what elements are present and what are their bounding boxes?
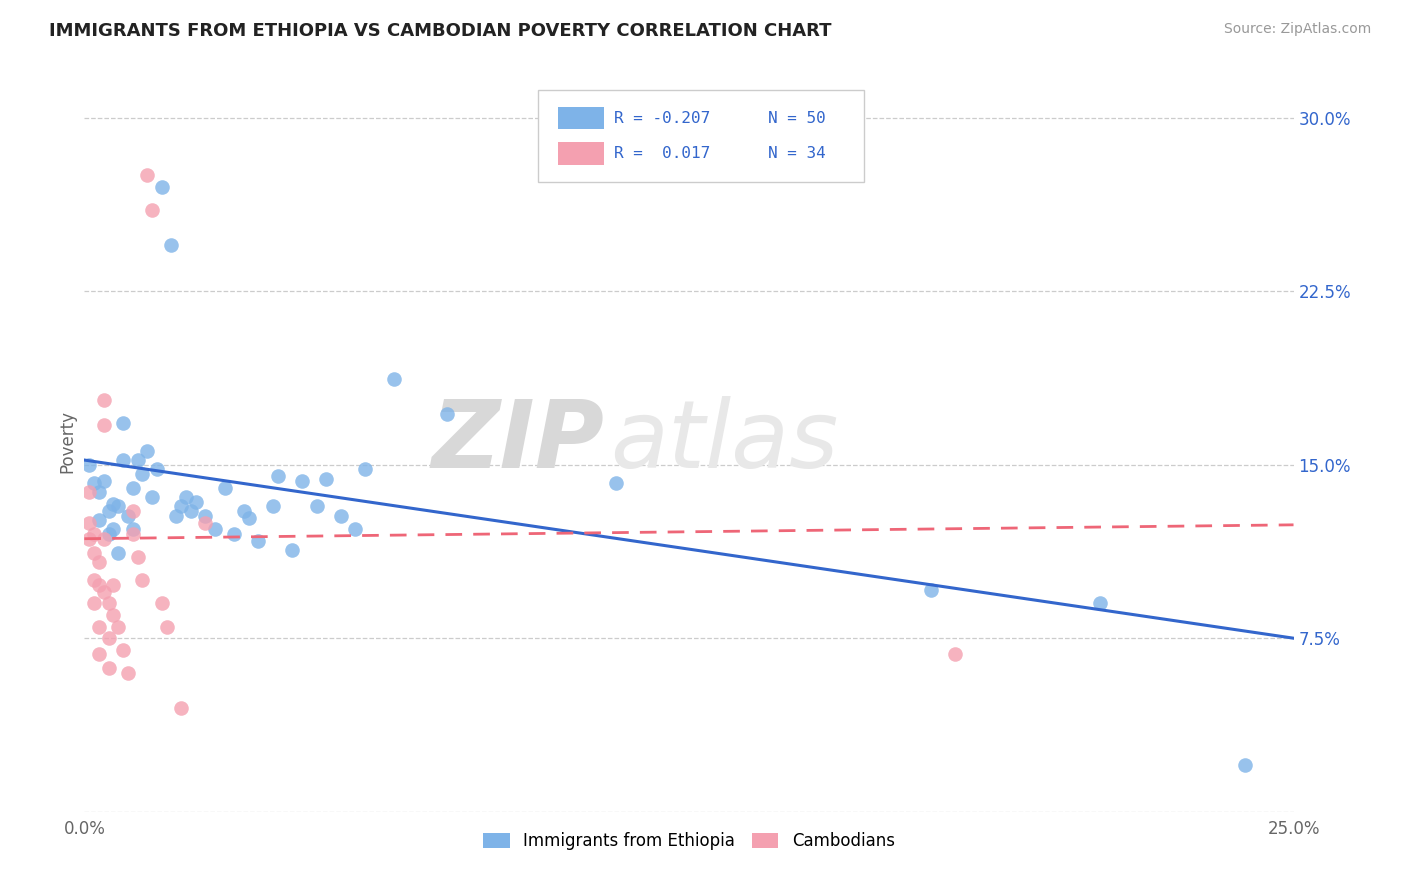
Point — [184, 494, 207, 508]
Point — [131, 574, 153, 588]
Y-axis label: Poverty: Poverty — [58, 410, 76, 473]
Text: R =  0.017: R = 0.017 — [614, 146, 710, 161]
Point — [127, 453, 149, 467]
Point — [97, 661, 120, 675]
Text: atlas: atlas — [610, 396, 838, 487]
Point — [127, 550, 149, 565]
Point — [150, 597, 173, 611]
Point — [141, 490, 163, 504]
Point — [103, 523, 125, 537]
FancyBboxPatch shape — [538, 90, 865, 183]
Point — [93, 532, 115, 546]
Point — [354, 462, 377, 476]
Point — [180, 504, 202, 518]
Point — [77, 458, 100, 472]
Point — [344, 523, 367, 537]
Point — [136, 169, 159, 183]
Text: N = 34: N = 34 — [768, 146, 825, 161]
Point — [97, 527, 120, 541]
Point — [83, 597, 105, 611]
Point — [117, 665, 139, 680]
Point — [103, 608, 125, 623]
Point — [214, 481, 236, 495]
Point — [87, 485, 110, 500]
Point — [121, 527, 143, 541]
Point — [131, 467, 153, 481]
Text: ZIP: ZIP — [432, 395, 605, 488]
Point — [382, 372, 405, 386]
Point — [107, 545, 129, 560]
Point — [224, 527, 246, 541]
Text: Source: ZipAtlas.com: Source: ZipAtlas.com — [1223, 22, 1371, 37]
Point — [121, 504, 143, 518]
Point — [107, 619, 129, 633]
Point — [262, 500, 284, 514]
Point — [83, 527, 105, 541]
Point — [83, 545, 105, 560]
Point — [281, 543, 304, 558]
Point — [117, 508, 139, 523]
Point — [194, 516, 217, 530]
Text: IMMIGRANTS FROM ETHIOPIA VS CAMBODIAN POVERTY CORRELATION CHART: IMMIGRANTS FROM ETHIOPIA VS CAMBODIAN PO… — [49, 22, 832, 40]
Point — [174, 490, 197, 504]
Text: R = -0.207: R = -0.207 — [614, 111, 710, 126]
Legend: Immigrants from Ethiopia, Cambodians: Immigrants from Ethiopia, Cambodians — [477, 825, 901, 856]
Point — [107, 500, 129, 514]
Point — [291, 474, 314, 488]
Point — [83, 476, 105, 491]
Point — [93, 474, 115, 488]
Point — [93, 418, 115, 433]
Point — [247, 534, 270, 549]
Point — [77, 485, 100, 500]
Point — [194, 508, 217, 523]
Point — [943, 648, 966, 662]
Point — [305, 500, 328, 514]
Point — [605, 476, 627, 491]
Point — [204, 523, 226, 537]
Point — [267, 469, 290, 483]
Point — [436, 407, 458, 421]
Point — [103, 497, 125, 511]
Point — [1088, 597, 1111, 611]
Point — [920, 582, 942, 597]
Point — [93, 392, 115, 407]
Point — [238, 511, 260, 525]
Text: N = 50: N = 50 — [768, 111, 825, 126]
Point — [136, 443, 159, 458]
Point — [315, 472, 337, 486]
Point — [233, 504, 256, 518]
Point — [112, 453, 135, 467]
FancyBboxPatch shape — [558, 107, 605, 129]
Point — [87, 578, 110, 592]
Point — [83, 574, 105, 588]
Point — [1234, 758, 1257, 772]
Point — [112, 416, 135, 430]
Point — [103, 578, 125, 592]
Point — [77, 532, 100, 546]
Point — [141, 203, 163, 218]
Point — [160, 238, 183, 252]
Point — [87, 555, 110, 569]
Point — [112, 642, 135, 657]
Point — [165, 508, 187, 523]
Point — [170, 700, 193, 714]
Point — [150, 180, 173, 194]
Point — [87, 619, 110, 633]
Point — [170, 500, 193, 514]
Point — [97, 631, 120, 645]
Point — [97, 504, 120, 518]
Point — [87, 648, 110, 662]
Point — [121, 523, 143, 537]
FancyBboxPatch shape — [558, 143, 605, 165]
Point — [77, 516, 100, 530]
Point — [329, 508, 352, 523]
Point — [97, 597, 120, 611]
Point — [155, 619, 177, 633]
Point — [146, 462, 169, 476]
Point — [87, 513, 110, 527]
Point — [121, 481, 143, 495]
Point — [93, 585, 115, 599]
